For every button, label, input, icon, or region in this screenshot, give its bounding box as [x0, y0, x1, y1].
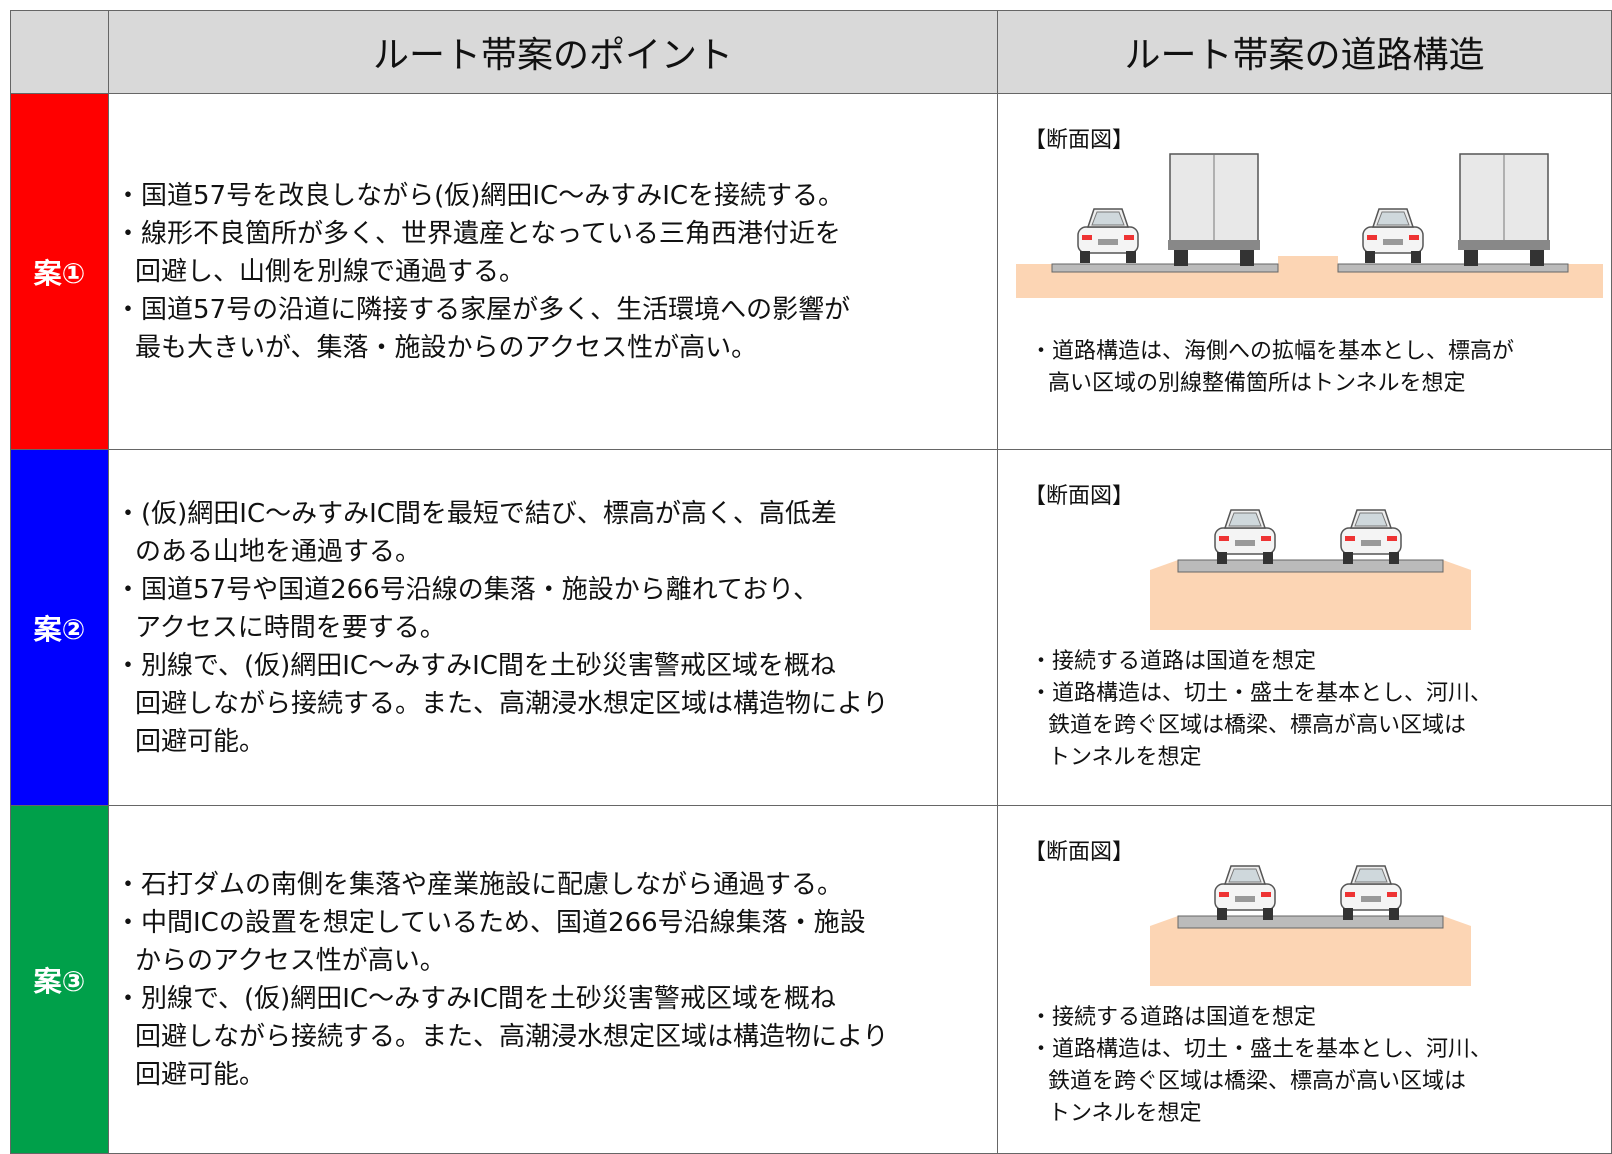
point-line: ・石打ダムの南側を集落や産業施設に配慮しながら通過する。 — [115, 869, 844, 900]
notes: ・道路構造は、海側への拡幅を基本とし、標高が高い区域の別線整備箇所はトンネルを想… — [1030, 336, 1514, 400]
note-line: ・道路構造は、切土・盛土を基本とし、河川、 — [1030, 1037, 1493, 1062]
diagram-label: 【断面図】 — [1024, 484, 1135, 509]
note-line: トンネルを想定 — [1048, 1101, 1202, 1126]
point-line: 回避しながら接続する。また、高潮浸水想定区域は構造物により — [135, 688, 889, 719]
point-line: ・国道57号や国道266号沿線の集落・施設から離れており、 — [115, 574, 820, 605]
cross-section-diagram — [1150, 509, 1471, 630]
row-label: 案③ — [10, 805, 109, 1154]
header-blank — [10, 10, 109, 94]
point-line: ・国道57号を改良しながら(仮)網田IC～みすみICを接続する。 — [115, 180, 845, 211]
cross-section-diagram — [1150, 865, 1471, 986]
cross-section-diagram — [1016, 153, 1603, 298]
point-line: ・線形不良箇所が多く、世界遺産となっている三角西港付近を — [115, 218, 841, 249]
note-line: ・接続する道路は国道を想定 — [1030, 1005, 1317, 1030]
note-line: トンネルを想定 — [1048, 745, 1202, 770]
points-cell: ・(仮)網田IC～みすみIC間を最短で結び、標高が高く、高低差のある山地を通過す… — [108, 449, 998, 806]
diagram-label: 【断面図】 — [1024, 128, 1135, 153]
point-line: ・(仮)網田IC～みすみIC間を最短で結び、標高が高く、高低差 — [115, 498, 837, 529]
point-line: 回避し、山側を別線で通過する。 — [135, 256, 526, 287]
point-line: ・別線で、(仮)網田IC～みすみIC間を土砂災害警戒区域を概ね — [115, 650, 836, 681]
point-line: ・別線で、(仮)網田IC～みすみIC間を土砂災害警戒区域を概ね — [115, 983, 836, 1014]
point-line: ・国道57号の沿道に隣接する家屋が多く、生活環境への影響が — [115, 294, 851, 325]
point-line: からのアクセス性が高い。 — [135, 945, 446, 976]
note-line: ・接続する道路は国道を想定 — [1030, 649, 1317, 674]
point-line: 回避可能。 — [135, 1059, 266, 1090]
point-line: ・中間ICの設置を想定しているため、国道266号沿線集落・施設 — [115, 907, 866, 938]
note-line: ・道路構造は、海側への拡幅を基本とし、標高が — [1030, 339, 1515, 364]
note-line: 鉄道を跨ぐ区域は橋梁、標高が高い区域は — [1048, 713, 1467, 738]
note-line: 鉄道を跨ぐ区域は橋梁、標高が高い区域は — [1048, 1069, 1467, 1094]
point-line: 回避しながら接続する。また、高潮浸水想定区域は構造物により — [135, 1021, 889, 1052]
notes: ・接続する道路は国道を想定・道路構造は、切土・盛土を基本とし、河川、鉄道を跨ぐ区… — [1030, 646, 1492, 774]
point-line: アクセスに時間を要する。 — [135, 612, 446, 643]
notes: ・接続する道路は国道を想定・道路構造は、切土・盛土を基本とし、河川、鉄道を跨ぐ区… — [1030, 1002, 1492, 1130]
header-points: ルート帯案のポイント — [108, 10, 998, 94]
structure-cell: 【断面図】・接続する道路は国道を想定・道路構造は、切土・盛土を基本とし、河川、鉄… — [997, 805, 1612, 1154]
points-cell: ・石打ダムの南側を集落や産業施設に配慮しながら通過する。 ・中間ICの設置を想定し… — [108, 805, 998, 1154]
points-cell: ・国道57号を改良しながら(仮)網田IC～みすみICを接続する。 ・線形不良箇所が… — [108, 93, 998, 450]
row-label: 案① — [10, 93, 109, 450]
structure-cell: 【断面図】・道路構造は、海側への拡幅を基本とし、標高が高い区域の別線整備箇所はト… — [997, 93, 1612, 450]
structure-cell: 【断面図】・接続する道路は国道を想定・道路構造は、切土・盛土を基本とし、河川、鉄… — [997, 449, 1612, 806]
point-line: 回避可能。 — [135, 726, 266, 757]
row-label: 案② — [10, 449, 109, 806]
point-line: 最も大きいが、集落・施設からのアクセス性が高い。 — [135, 332, 758, 363]
diagram-label: 【断面図】 — [1024, 840, 1135, 865]
header-structure: ルート帯案の道路構造 — [997, 10, 1612, 94]
note-line: ・道路構造は、切土・盛土を基本とし、河川、 — [1030, 681, 1493, 706]
note-line: 高い区域の別線整備箇所はトンネルを想定 — [1048, 371, 1466, 396]
point-line: のある山地を通過する。 — [135, 536, 422, 567]
